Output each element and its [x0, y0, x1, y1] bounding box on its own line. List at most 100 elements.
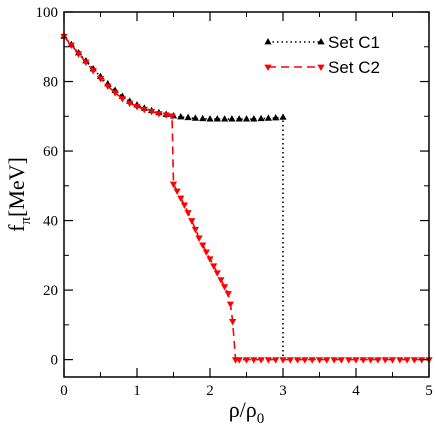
- data-point: [82, 59, 90, 67]
- data-point: [279, 357, 287, 364]
- data-point: [206, 115, 214, 122]
- data-point: [228, 115, 236, 122]
- data-point: [180, 202, 189, 209]
- legend-label: Set C2: [328, 58, 380, 77]
- data-point: [155, 111, 163, 118]
- data-point: [250, 357, 258, 364]
- data-point: [104, 83, 112, 91]
- x-axis-title-main: ρ/ρ: [229, 397, 257, 422]
- y-tick-label: 100: [36, 5, 59, 21]
- data-point: [388, 357, 397, 364]
- x-axis-title-sub: 0: [257, 411, 265, 427]
- y-tick-label: 60: [43, 144, 58, 160]
- data-point: [206, 256, 214, 263]
- data-point: [213, 270, 221, 277]
- data-point: [315, 357, 324, 364]
- data-point: [301, 357, 309, 364]
- y-tick-label: 0: [51, 353, 59, 369]
- data-point: [242, 115, 251, 122]
- data-point: [118, 96, 126, 103]
- plot-area: [60, 32, 433, 364]
- data-point: [133, 104, 141, 111]
- plot-frame: [63, 11, 430, 378]
- data-point: [359, 357, 367, 364]
- svg-text:fπ[MeV]: fπ[MeV]: [4, 157, 34, 232]
- y-axis-title-main: f: [4, 224, 29, 232]
- data-point: [213, 115, 221, 122]
- data-point: [221, 115, 229, 122]
- data-point: [226, 301, 235, 308]
- data-point: [403, 357, 411, 364]
- data-point: [308, 357, 316, 364]
- data-point: [367, 357, 375, 364]
- data-point: [286, 357, 294, 364]
- y-tick-label: 40: [43, 214, 58, 230]
- data-point: [272, 357, 280, 364]
- data-point: [418, 357, 426, 364]
- series-2: [60, 33, 433, 364]
- data-point: [221, 284, 229, 291]
- data-point: [184, 210, 192, 217]
- series-1: [60, 32, 287, 360]
- data-point: [264, 114, 272, 121]
- data-point: [242, 357, 251, 364]
- data-point: [272, 114, 280, 121]
- data-point: [352, 357, 360, 364]
- data-point: [202, 249, 210, 256]
- data-point: [75, 51, 83, 58]
- data-point: [67, 42, 75, 50]
- data-point: [345, 357, 353, 364]
- data-point: [184, 113, 192, 121]
- data-point: [191, 114, 199, 121]
- legend-label: Set C1: [328, 33, 380, 52]
- data-point: [177, 112, 185, 120]
- data-point: [294, 357, 302, 364]
- data-point: [169, 181, 178, 189]
- data-point: [199, 114, 207, 122]
- x-tick-label: 1: [133, 383, 141, 399]
- data-point: [224, 291, 232, 298]
- series-line: [63, 35, 284, 360]
- series-line: [63, 35, 429, 361]
- data-point: [337, 357, 345, 364]
- data-point: [374, 357, 382, 364]
- y-axis-title-sub: π: [18, 217, 34, 225]
- data-point: [381, 357, 389, 364]
- x-tick-label: 5: [425, 383, 433, 399]
- x-tick-label: 3: [279, 383, 287, 399]
- svg-text:ρ/ρ0: ρ/ρ0: [229, 397, 265, 427]
- y-tick-label: 80: [43, 75, 58, 91]
- data-point: [89, 68, 97, 75]
- legend-marker: [317, 38, 325, 45]
- x-tick-label: 4: [352, 383, 360, 399]
- data-point: [126, 100, 134, 108]
- data-point: [188, 218, 196, 225]
- data-point: [229, 318, 237, 326]
- data-point: [410, 357, 418, 364]
- legend-item-2: Set C2: [264, 58, 380, 77]
- data-point: [96, 75, 105, 83]
- data-point: [199, 242, 207, 249]
- data-point: [140, 106, 148, 114]
- x-axis-title: ρ/ρ0: [229, 397, 265, 427]
- legend-marker: [317, 64, 325, 71]
- y-axis-title: fπ[MeV]: [4, 157, 34, 232]
- data-point: [257, 357, 265, 364]
- data-point: [111, 90, 119, 97]
- data-point: [250, 115, 258, 122]
- data-point: [168, 113, 176, 120]
- legend-marker: [264, 38, 272, 45]
- data-point: [191, 226, 199, 234]
- legend-item-1: Set C1: [264, 33, 380, 52]
- data-point: [162, 112, 170, 119]
- data-point: [173, 188, 181, 196]
- data-point: [210, 263, 218, 270]
- data-point: [279, 113, 287, 120]
- data-point: [195, 235, 203, 242]
- data-point: [235, 357, 243, 364]
- x-tick-label: 2: [206, 383, 214, 399]
- legend-marker: [264, 64, 272, 71]
- y-axis-title-unit: [MeV]: [4, 157, 29, 217]
- data-point: [330, 357, 338, 364]
